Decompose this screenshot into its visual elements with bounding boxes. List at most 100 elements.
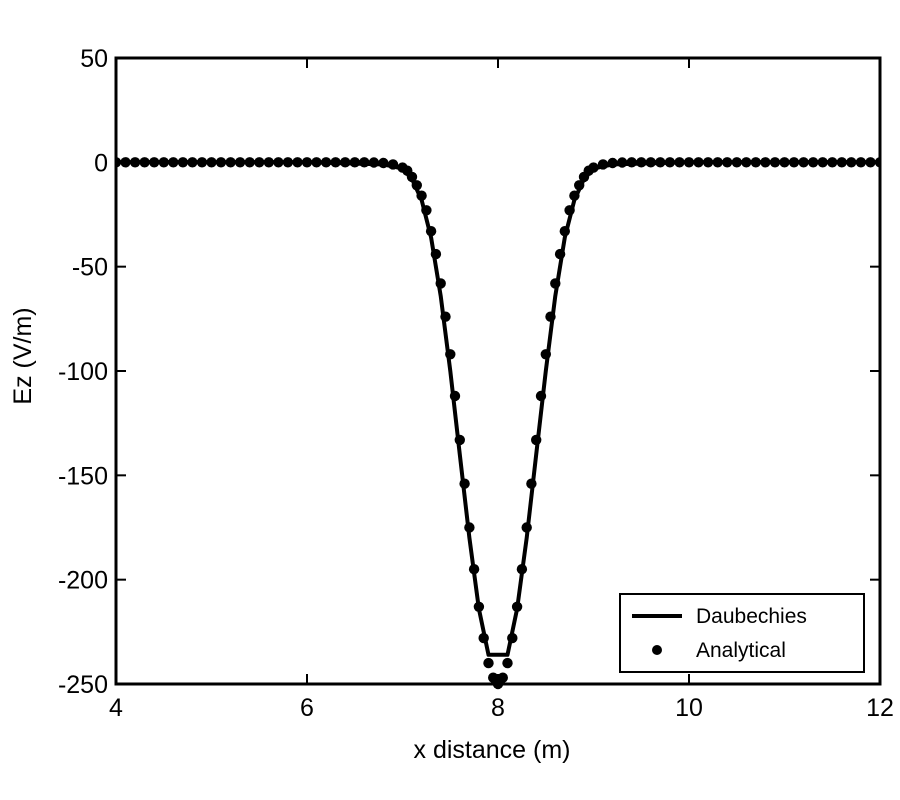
legend-entry-label: Daubechies [696,605,807,628]
data-point-analytical [473,601,485,612]
data-point-analytical [129,157,141,168]
data-point-analytical [359,157,370,168]
y-tick-label: -50 [72,254,108,282]
data-point-analytical [349,157,360,168]
legend: Daubechies Analytical [619,593,865,673]
data-point-analytical [597,159,609,170]
data-point-analytical [254,157,265,168]
data-point-analytical [320,157,332,168]
legend-box [619,593,865,673]
plot-layer [116,157,880,690]
data-point-analytical [378,157,389,169]
data-point-analytical [588,162,599,173]
data-point-analytical [425,226,437,237]
data-point-analytical [158,157,169,168]
x-tick-label: 10 [675,694,703,722]
y-tick-label: -100 [58,358,108,386]
data-point-analytical [187,157,198,168]
x-tick-label: 4 [109,694,123,722]
data-point-analytical [846,157,857,168]
x-tick-label: 8 [491,694,505,722]
data-point-analytical [234,157,246,168]
data-point-analytical [741,157,752,168]
data-point-analytical [626,157,637,168]
data-point-analytical [282,157,294,168]
data-point-analytical [464,522,475,533]
data-point-analytical [554,248,566,260]
x-tick-label: 12 [866,694,894,722]
data-point-analytical [406,171,418,183]
y-tick-label: 0 [94,149,108,177]
data-point-analytical [569,190,580,201]
data-point-analytical [564,205,575,216]
data-point-analytical [416,190,427,201]
data-point-analytical [645,157,656,168]
series-line-daubechies [116,160,880,657]
data-point-analytical [712,157,723,168]
x-tick-label: 6 [300,694,314,722]
data-point-analytical [468,564,480,575]
data-point-analytical [722,157,733,168]
data-point-analytical [731,157,742,168]
data-point-analytical [168,157,179,168]
data-point-analytical [655,157,666,168]
data-point-analytical [636,157,647,168]
data-point-analytical [196,157,208,168]
data-point-analytical [478,632,489,644]
y-tick-label: -250 [58,671,108,699]
data-point-analytical [788,157,800,168]
data-point-analytical [798,157,809,168]
legend-marker-swatch [652,645,662,655]
data-point-analytical [855,157,867,168]
y-tick-label: 50 [80,45,108,73]
data-point-analytical [435,278,446,289]
data-point-analytical [817,157,828,168]
data-point-analytical [263,157,274,168]
data-point-analytical [368,157,380,168]
data-point-analytical [497,672,508,683]
data-point-analytical [607,157,618,169]
data-point-analytical [516,564,528,575]
data-point-analytical [535,390,547,402]
data-point-analytical [574,180,585,191]
data-point-analytical [702,157,714,168]
data-point-analytical [507,632,518,644]
data-point-analytical [526,478,537,489]
data-point-analytical [215,157,227,168]
data-point-analytical [545,311,556,322]
data-point-analytical [292,157,303,168]
data-point-analytical [149,157,160,168]
data-point-analytical [454,434,465,446]
data-point-analytical [664,157,676,168]
data-point-analytical [411,180,422,191]
data-point-analytical [244,157,255,168]
data-point-analytical [559,226,570,237]
y-tick-label: -150 [58,462,108,490]
x-axis-label: x distance (m) [414,736,571,764]
data-point-analytical [540,349,551,360]
y-axis-label: Ez (V/m) [9,307,37,404]
data-point-analytical [449,390,461,402]
data-point-analytical [387,159,399,170]
data-point-analytical [511,601,523,612]
data-point-analytical [693,157,704,168]
data-point-analytical [459,478,470,489]
data-point-analytical [808,157,819,168]
data-point-analytical [177,157,189,168]
data-point-analytical [683,157,695,168]
legend-entry-label: Analytical [696,639,786,662]
data-point-analytical [206,157,217,168]
data-point-analytical [750,157,761,168]
data-point-analytical [430,248,442,260]
data-point-analytical [301,157,313,168]
data-point-analytical [445,349,456,360]
data-point-analytical [421,205,432,216]
data-point-analytical [340,157,351,168]
y-tick-label: -200 [58,567,108,595]
data-point-analytical [550,278,561,289]
data-point-analytical [311,157,322,168]
data-point-analytical [521,522,532,533]
data-point-analytical [779,157,790,168]
data-point-analytical [440,311,451,322]
